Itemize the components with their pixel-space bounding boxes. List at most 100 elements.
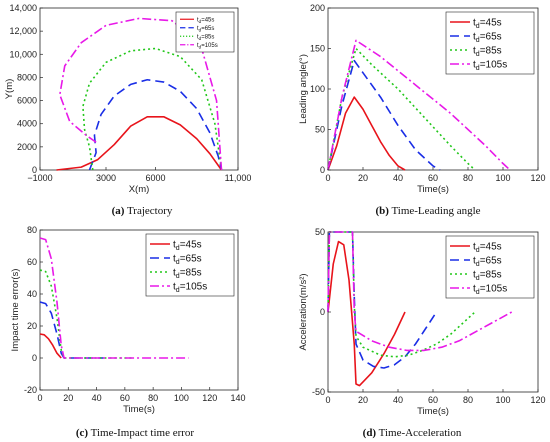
panel-b: 0 20 40 60 80 100 120 0 50 100 150 200 Time(s) Leadin… — [298, 3, 546, 217]
y-tick-label: 10,000 — [9, 49, 37, 59]
y-tick-label: 14,000 — [9, 3, 37, 13]
y-tick-label: 40 — [27, 289, 37, 299]
x-axis-label: Time(s) — [123, 404, 155, 415]
legend: td=45s td=65s td=85s td=105s — [175, 11, 235, 53]
y-tick-label: 60 — [27, 257, 37, 267]
y-tick-label: 0 — [32, 165, 37, 175]
caption-b: (b) Time-Leading angle — [375, 205, 480, 217]
y-tick-label: 6000 — [17, 96, 37, 106]
y-tick-label: 2000 — [17, 142, 37, 152]
legend-label: td=105s — [473, 60, 507, 73]
series-line-1 — [56, 115, 223, 171]
legend-label: td=65s — [473, 256, 502, 269]
x-tick-label: 40 — [393, 173, 403, 183]
y-tick-label: 0 — [32, 353, 37, 363]
legend-label: td=105s — [173, 282, 207, 295]
x-tick-label: 20 — [63, 393, 73, 403]
series-line-1 — [39, 333, 62, 359]
y-tick-label: 12,000 — [9, 26, 37, 36]
x-tick-label: 100 — [495, 395, 510, 405]
legend-label: td=85s — [173, 268, 202, 281]
x-axis-label: Time(s) — [417, 184, 449, 195]
x-tick-label: 140 — [230, 393, 245, 403]
y-tick-label: 0 — [320, 165, 325, 175]
panel-d: 0 20 40 60 80 100 120-50050Time(s)Acceleration… — [298, 227, 546, 439]
legend-label: td=85s — [197, 34, 214, 41]
y-tick-label: 150 — [310, 44, 325, 54]
legend-label: td=45s — [473, 18, 502, 31]
x-tick-label: 80 — [463, 173, 473, 183]
y-tick-label: 0 — [320, 307, 325, 317]
plot-trajectory: −1000 3000 6000 11,000 0 2000 4000 6000 8000 10,0… — [4, 3, 251, 195]
caption-d: (d) Time-Acceleration — [363, 427, 462, 439]
y-tick-label: 80 — [27, 225, 37, 235]
legend-label: td=45s — [173, 240, 202, 253]
x-tick-label: 6000 — [145, 173, 165, 183]
legend-label: td=85s — [473, 270, 502, 283]
legend-label: td=65s — [473, 32, 502, 45]
x-tick-label: 100 — [495, 173, 510, 183]
x-tick-label: 20 — [358, 173, 368, 183]
x-axis-label: X(m) — [129, 184, 150, 195]
x-tick-label: −1000 — [27, 173, 52, 183]
panel-a: −1000 3000 6000 11,000 0 2000 4000 6000 8000 10,0… — [4, 3, 251, 217]
legend-box — [175, 11, 235, 53]
caption-a: (a) Trajectory — [112, 205, 173, 217]
panel-c: 0 20 40 60 80 100 120 140-20020406080Time(s)Imp… — [10, 225, 246, 439]
x-tick-label: 80 — [148, 393, 158, 403]
y-axis-label: Leading angle(°) — [298, 54, 309, 124]
series-line-2 — [327, 59, 441, 171]
x-tick-label: 40 — [393, 395, 403, 405]
x-axis-label: Time(s) — [417, 406, 449, 417]
series-line-4 — [327, 39, 511, 171]
x-tick-label: 0 — [37, 393, 42, 403]
y-axis-label: Impact time error(s) — [10, 269, 21, 352]
x-tick-label: 80 — [463, 395, 473, 405]
x-tick-label: 60 — [120, 393, 130, 403]
series-line-4 — [39, 237, 189, 359]
legend-label: td=105s — [473, 284, 507, 297]
series-line-2 — [39, 301, 104, 359]
y-tick-label: 8000 — [17, 72, 37, 82]
x-tick-label: 3000 — [96, 173, 116, 183]
x-tick-label: 20 — [358, 395, 368, 405]
caption-c: (c) Time-Impact time error — [76, 427, 195, 439]
legend-label: td=65s — [197, 26, 214, 32]
x-tick-label: 40 — [92, 393, 102, 403]
series-line-1 — [327, 240, 406, 387]
x-tick-label: 120 — [202, 393, 217, 403]
x-tick-label: 60 — [428, 395, 438, 405]
series-line-1 — [327, 96, 406, 171]
x-tick-label: 100 — [174, 393, 189, 403]
y-tick-label: 200 — [310, 3, 325, 13]
y-tick-label: -20 — [24, 385, 37, 395]
y-axis-label: Acceleration(m/s²) — [298, 273, 309, 350]
y-tick-label: 100 — [310, 84, 325, 94]
y-tick-label: 20 — [27, 321, 37, 331]
series-line-2 — [88, 78, 223, 171]
legend-label: td=65s — [173, 254, 202, 267]
plot-acceleration: 0 20 40 60 80 100 120-50050Time(s)Acceleration… — [298, 227, 546, 417]
series-line-4 — [327, 231, 513, 352]
plot-impact-time-error: 0 20 40 60 80 100 120 140-20020406080Time(s)Imp… — [10, 225, 246, 415]
legend-label: td=45s — [473, 242, 502, 255]
x-tick-label: 60 — [428, 173, 438, 183]
x-tick-label: 0 — [325, 395, 330, 405]
series-line-4 — [59, 17, 223, 171]
x-tick-label: 11,000 — [225, 173, 252, 183]
x-tick-label: 0 — [325, 173, 330, 183]
legend-label: td=85s — [473, 46, 502, 59]
x-tick-label: 120 — [530, 173, 545, 183]
legend-label: td=105s — [197, 43, 218, 50]
y-tick-label: 50 — [315, 227, 325, 237]
x-tick-label: 120 — [530, 395, 545, 405]
legend-label: td=45s — [197, 17, 214, 24]
y-axis-label: Y(m) — [4, 79, 15, 100]
y-tick-label: 50 — [315, 125, 325, 135]
plot-leading-angle: 0 20 40 60 80 100 120 0 50 100 150 200 Time(s) Leadin… — [298, 3, 546, 195]
y-tick-label: -50 — [312, 387, 325, 397]
